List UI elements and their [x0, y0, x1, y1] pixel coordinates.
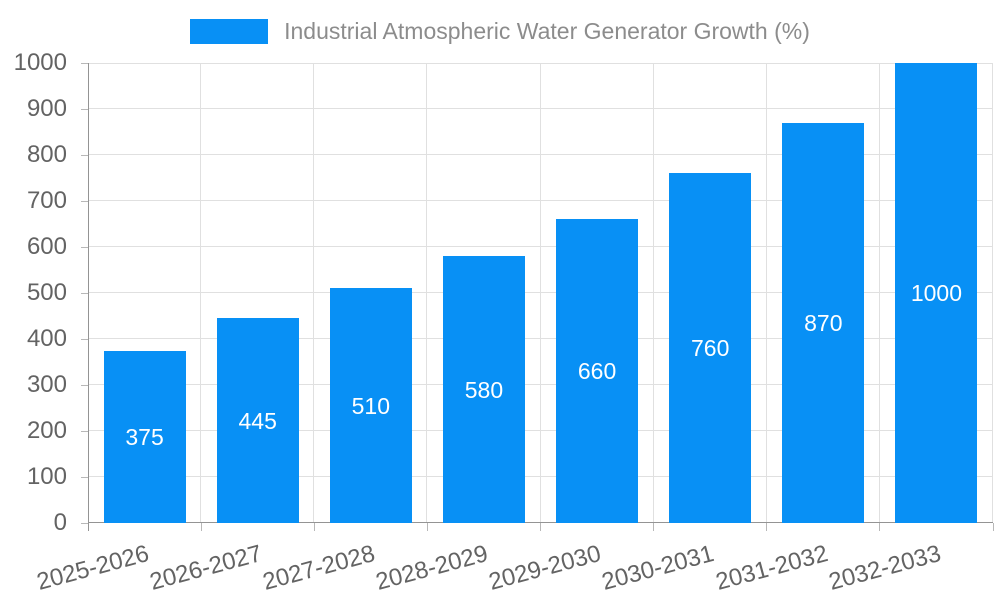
x-axis-tick-mark [313, 523, 315, 531]
bar[interactable] [329, 288, 412, 523]
legend-swatch-icon [190, 19, 269, 44]
x-axis-tick-mark [653, 523, 655, 531]
y-axis-tick-label: 700 [26, 187, 67, 214]
y-axis-tick-mark [81, 154, 88, 156]
x-axis-tick-label: 2031-2032 [712, 540, 831, 596]
x-axis-tick-label: 2027-2028 [259, 540, 378, 596]
x-axis-tick-mark [992, 523, 994, 531]
y-axis-tick-mark [81, 62, 88, 64]
y-axis-tick-label: 200 [26, 417, 67, 444]
x-axis-tick-label: 2030-2031 [599, 540, 718, 596]
x-axis-tick-label: 2032-2033 [825, 540, 944, 596]
horizontal-gridline [88, 384, 993, 385]
vertical-gridline [313, 63, 315, 523]
legend-label: Industrial Atmospheric Water Generator G… [284, 18, 810, 44]
horizontal-gridline [88, 63, 993, 64]
y-axis-tick-mark [81, 108, 88, 110]
bar-value-label: 660 [577, 358, 617, 385]
y-axis-tick-label: 1000 [13, 49, 67, 76]
horizontal-gridline [88, 430, 993, 431]
x-axis-tick-label: 2025-2026 [33, 540, 152, 596]
horizontal-gridline [88, 154, 993, 155]
bar[interactable] [216, 318, 299, 523]
bar-value-label: 375 [125, 423, 164, 450]
vertical-gridline [765, 63, 767, 523]
y-axis-tick-mark [81, 522, 88, 524]
x-axis-tick-mark [879, 523, 881, 531]
y-axis-tick-label: 300 [26, 371, 67, 398]
x-axis-tick-mark [540, 523, 541, 531]
y-axis-tick-mark [81, 246, 88, 248]
bar-value-label: 870 [804, 309, 843, 336]
horizontal-gridline [88, 200, 993, 201]
vertical-gridline [426, 63, 428, 523]
y-axis-tick-mark [81, 384, 88, 386]
horizontal-gridline [88, 246, 993, 247]
horizontal-gridline [88, 108, 993, 109]
legend-item[interactable]: Industrial Atmospheric Water Generator G… [0, 18, 1000, 45]
x-axis-line [88, 522, 993, 523]
x-axis-tick-mark [200, 523, 202, 531]
x-axis-tick-mark [426, 523, 428, 531]
horizontal-gridline [88, 476, 993, 477]
y-axis-tick-label: 800 [26, 141, 67, 168]
bar[interactable] [669, 173, 752, 523]
bar-value-label: 760 [691, 335, 730, 362]
y-axis-tick-label: 900 [26, 95, 67, 122]
bar[interactable] [103, 350, 186, 523]
bar-value-label: 580 [464, 376, 504, 403]
y-axis-tick-label: 500 [26, 279, 67, 306]
vertical-gridline [200, 63, 202, 523]
y-axis-tick-label: 100 [26, 463, 67, 490]
y-axis-tick-label: 600 [26, 233, 67, 260]
x-axis-tick-mark [766, 523, 768, 531]
bar[interactable] [556, 219, 639, 523]
bar[interactable] [895, 63, 978, 523]
y-axis-tick-mark [81, 338, 88, 340]
vertical-gridline [878, 63, 880, 523]
y-axis-tick-mark [81, 476, 88, 478]
y-axis-tick-label: 400 [26, 325, 67, 352]
vertical-gridline [652, 63, 654, 523]
bar[interactable] [782, 122, 865, 523]
horizontal-gridline [88, 292, 993, 293]
y-axis-tick-label: 0 [53, 509, 67, 536]
vertical-gridline [992, 63, 993, 523]
x-axis-tick-label: 2026-2027 [146, 540, 265, 596]
bar[interactable] [442, 256, 525, 523]
bar-value-label: 1000 [910, 280, 963, 306]
vertical-gridline [539, 63, 541, 523]
horizontal-gridline [88, 338, 993, 339]
x-axis-tick-label: 2029-2030 [486, 540, 605, 596]
y-axis-tick-mark [81, 430, 88, 432]
y-axis-line [88, 63, 89, 531]
x-axis-tick-label: 2028-2029 [373, 540, 491, 596]
y-axis-tick-mark [81, 292, 88, 294]
y-axis-tick-mark [81, 200, 88, 202]
bar-value-label: 510 [351, 392, 390, 419]
plot-area: 0 100 200 300 400 500 600 700 800 900 1000 375 2025-… [14, 49, 994, 596]
bar-value-label: 445 [238, 407, 277, 434]
